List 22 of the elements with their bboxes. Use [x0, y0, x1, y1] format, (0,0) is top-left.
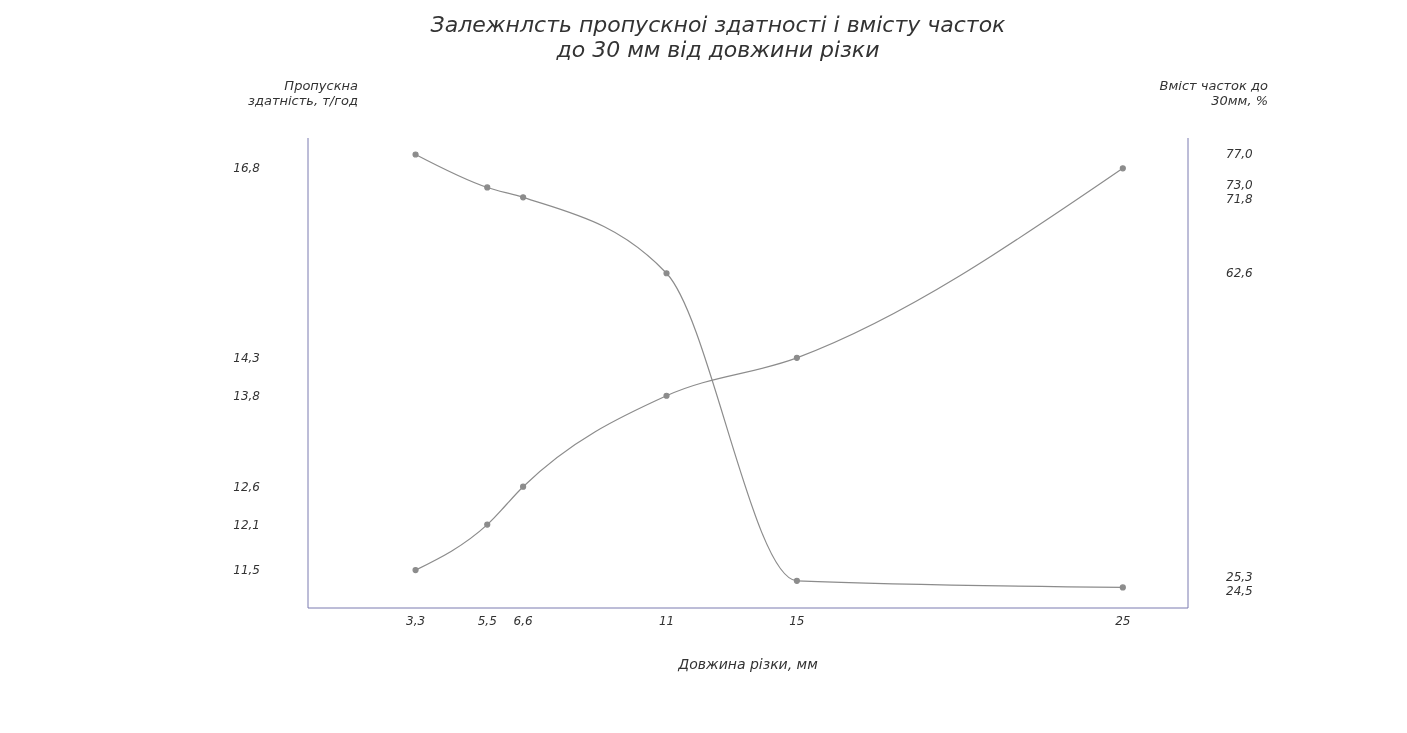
y-tick-label: 11,5: [233, 563, 260, 578]
x-tick-label: 3,3: [406, 613, 426, 628]
y-tick-label: 12,6: [233, 479, 261, 494]
y2-tick-label: 62,6: [1226, 266, 1254, 281]
chart-title: Залежнлсть пропускноі здатності і вмісту часток до 30 мм від довжини різки: [429, 12, 1007, 62]
y2-tick-label: 24,5: [1226, 584, 1253, 599]
y2-axis-title: Вміст часток до 30мм, %: [1158, 78, 1268, 108]
y-tick-label: 14,3: [233, 350, 260, 365]
y2-tick-label: 73,0: [1226, 178, 1254, 193]
y2-tick-label: 25,3: [1226, 570, 1253, 585]
y2-tick-label: 71,8: [1226, 192, 1254, 207]
y-axis-title: Пропускна здатність, т/год: [247, 78, 358, 108]
x-tick-label: 5,5: [477, 613, 497, 628]
x-tick-label: 15: [789, 613, 805, 628]
x-tick-label: 25: [1115, 613, 1131, 628]
x-tick-label: 11: [658, 613, 675, 628]
x-axis-title: Довжина різки, мм: [677, 656, 819, 672]
y-tick-label: 16,8: [233, 161, 261, 176]
y-tick-label: 12,1: [233, 517, 260, 532]
y-tick-label: 13,8: [233, 388, 261, 403]
x-tick-label: 6,6: [513, 613, 534, 628]
y2-tick-label: 77,0: [1226, 147, 1254, 162]
